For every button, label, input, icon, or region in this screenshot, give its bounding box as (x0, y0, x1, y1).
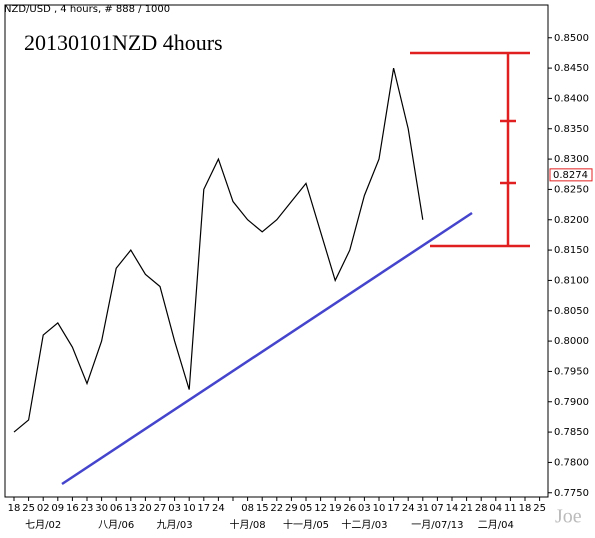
y-tick-label: 0.8100 (554, 275, 589, 286)
y-tick-label: 0.8400 (554, 93, 589, 104)
x-tick-label: 04 (489, 503, 502, 514)
x-tick-label: 12 (314, 503, 327, 514)
x-tick-label: 16 (66, 503, 79, 514)
y-tick-label: 0.8200 (554, 215, 589, 226)
x-tick-label: 02 (37, 503, 50, 514)
x-tick-label: 19 (329, 503, 342, 514)
last-price-box (549, 168, 593, 182)
y-tick-label: 0.8050 (554, 306, 589, 317)
x-tick-label: 25 (533, 503, 546, 514)
x-tick-label: 11 (504, 503, 517, 514)
x-tick-label: 21 (460, 503, 473, 514)
x-tick-label: 28 (475, 503, 488, 514)
x-tick-label: 24 (212, 503, 225, 514)
y-tick-label: 0.8350 (554, 124, 589, 135)
x-tick-label: 30 (95, 503, 108, 514)
y-tick-label: 0.8150 (554, 245, 589, 256)
x-tick-label: 06 (110, 503, 123, 514)
x-tick-label: 20 (139, 503, 152, 514)
x-month-label: 十一月/05 (283, 518, 329, 531)
x-tick-label: 14 (446, 503, 459, 514)
trend-line (61, 211, 473, 486)
x-tick-label: 26 (343, 503, 356, 514)
y-tick-label: 0.8250 (554, 184, 589, 195)
x-tick-label: 31 (416, 503, 429, 514)
x-tick-label: 22 (270, 503, 283, 514)
x-tick-label: 18 (8, 503, 21, 514)
x-tick-label: 10 (373, 503, 386, 514)
y-tick-label: 0.8500 (554, 33, 589, 44)
measure-tool (410, 51, 530, 248)
x-tick-label: 23 (81, 503, 94, 514)
x-tick-label: 17 (387, 503, 400, 514)
x-month-label: 十二月/03 (341, 518, 387, 531)
y-tick-label: 0.7800 (554, 457, 589, 468)
x-tick-label: 08 (241, 503, 254, 514)
y-tick-label: 0.7750 (554, 488, 589, 499)
header: NZD/USD , 4 hours, # 888 / 1000 (4, 4, 170, 15)
chart-title: 20130101NZD 4hours (24, 30, 223, 55)
last-price-label: 0.8274 (553, 170, 588, 181)
x-month-label: 一月/07/13 (411, 519, 463, 531)
x-month-label: 九月/03 (157, 519, 193, 531)
x-tick-label: 05 (300, 503, 313, 514)
x-month-label: 七月/02 (25, 519, 61, 531)
x-month-label: 八月/06 (98, 519, 134, 531)
x-month-label: 十月/08 (230, 518, 266, 531)
x-tick-label: 09 (51, 503, 64, 514)
y-tick-label: 0.8450 (554, 63, 589, 74)
y-tick-label: 0.7950 (554, 366, 589, 377)
x-tick-label: 29 (285, 503, 298, 514)
x-tick-label: 24 (402, 503, 415, 514)
x-tick-label: 03 (168, 503, 181, 514)
y-tick-label: 0.7850 (554, 427, 589, 438)
x-tick-label: 15 (256, 503, 269, 514)
price-line (13, 67, 424, 433)
watermark: Joe (555, 506, 582, 528)
x-tick-label: 27 (154, 503, 167, 514)
y-tick-label: 0.7900 (554, 397, 589, 408)
x-tick-label: 03 (358, 503, 371, 514)
y-tick-label: 0.8000 (554, 336, 589, 347)
x-tick-label: 10 (183, 503, 196, 514)
y-tick-label: 0.8300 (554, 154, 589, 165)
x-tick-label: 25 (22, 503, 35, 514)
x-tick-label: 18 (519, 503, 532, 514)
x-tick-label: 17 (197, 503, 210, 514)
x-tick-label: 07 (431, 503, 444, 514)
x-month-label: 二月/04 (478, 519, 514, 531)
x-tick-label: 13 (124, 503, 137, 514)
